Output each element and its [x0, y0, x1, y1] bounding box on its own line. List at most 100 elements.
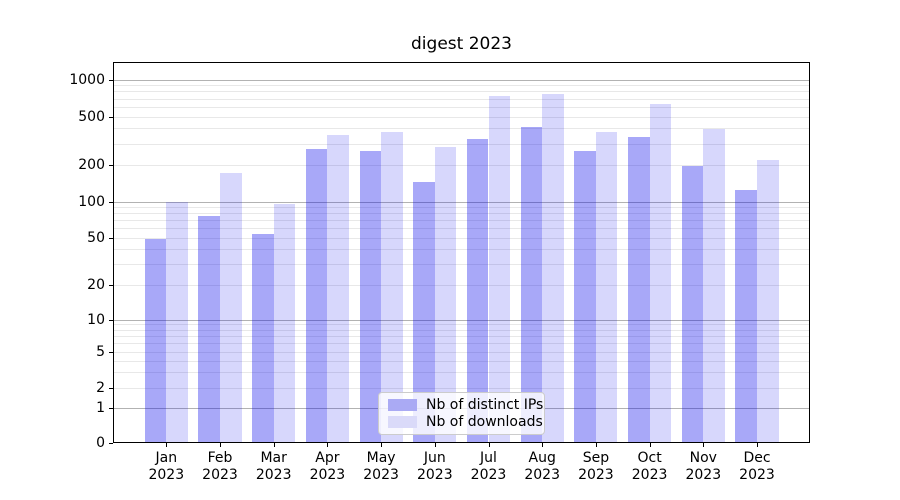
x-axis-tick: [327, 443, 329, 447]
bar-distinct-ips: [520, 127, 543, 442]
y-axis-tick-label: 100: [78, 193, 105, 210]
y-axis-tick-label: 1: [96, 400, 105, 417]
y-axis-tick-label: 20: [87, 277, 105, 293]
y-axis-tick: [109, 319, 113, 321]
x-axis-tick: [542, 443, 544, 447]
y-axis-tick: [109, 116, 113, 118]
gridline-minor: [114, 329, 809, 331]
bar-distinct-ips: [413, 182, 435, 442]
legend-label-distinct-ips: Nb of distinct IPs: [426, 397, 544, 414]
bar-downloads: [166, 202, 188, 442]
bar-downloads: [327, 135, 349, 442]
x-axis-tick-label: Jul 2023: [470, 450, 507, 483]
bar-distinct-ips: [681, 166, 704, 442]
bar-downloads: [542, 93, 564, 442]
x-axis-tick-label: Nov 2023: [685, 450, 722, 483]
y-axis-tick-label: 200: [78, 157, 105, 173]
gridline-minor: [114, 263, 809, 265]
x-axis-tick: [166, 443, 168, 447]
x-axis-tick-label: Jun 2023: [416, 450, 453, 483]
bar-distinct-ips: [466, 138, 489, 442]
gridline-minor: [114, 371, 809, 373]
gridline-minor: [114, 360, 809, 362]
y-axis-tick: [109, 237, 113, 239]
x-axis-tick-label: Dec 2023: [739, 450, 775, 483]
bar-downloads: [595, 131, 618, 442]
bar-downloads: [649, 104, 672, 442]
gridline-minor: [114, 206, 809, 208]
y-axis-tick-label: 5: [96, 343, 105, 360]
y-axis-tick: [109, 79, 113, 81]
gridline-minor: [114, 228, 809, 230]
bar-distinct-ips: [144, 238, 167, 442]
x-axis-tick: [595, 443, 597, 447]
bar-distinct-ips: [574, 151, 596, 442]
gridline-major: [114, 201, 809, 203]
x-axis-tick-label: Aug 2023: [524, 450, 560, 483]
x-axis-tick: [488, 443, 490, 447]
x-axis-tick-label: Oct 2023: [631, 450, 668, 483]
gridline-minor: [114, 388, 809, 389]
y-axis-tick-label: 1000: [69, 71, 105, 88]
bar-downloads: [273, 204, 296, 442]
bar-distinct-ips: [735, 190, 757, 442]
x-axis-tick: [381, 443, 383, 447]
x-axis-tick-label: Jan 2023: [148, 450, 185, 483]
y-axis-tick-label: 10: [87, 311, 105, 328]
gridline-minor: [114, 106, 809, 108]
y-axis-tick: [109, 165, 113, 166]
y-axis-tick: [109, 351, 113, 353]
gridline-minor: [114, 165, 809, 166]
y-axis-tick-label: 500: [78, 108, 105, 125]
bar-distinct-ips: [628, 136, 650, 442]
bar-distinct-ips: [305, 149, 328, 442]
gridline-major: [114, 319, 809, 321]
legend: Nb of distinct IPs Nb of downloads: [378, 392, 545, 435]
gridline-minor: [114, 128, 809, 130]
bar-downloads: [757, 160, 779, 442]
x-axis-tick: [273, 443, 275, 447]
y-axis-tick: [109, 388, 113, 389]
y-axis-tick: [109, 408, 113, 410]
bar-downloads: [434, 146, 457, 442]
gridline-minor: [114, 351, 809, 353]
x-axis-tick: [757, 443, 758, 447]
gridline-minor: [114, 336, 809, 338]
gridline-minor: [114, 213, 809, 215]
bar-distinct-ips: [252, 234, 274, 442]
gridline-minor: [114, 85, 809, 87]
gridline-minor: [114, 343, 809, 345]
gridline-minor: [114, 249, 809, 251]
x-axis-tick: [703, 443, 705, 447]
legend-swatch-downloads: [388, 415, 417, 428]
bar-downloads: [703, 128, 725, 442]
x-axis-tick-label: Mar 2023: [255, 450, 292, 483]
gridline-minor: [114, 237, 809, 239]
y-axis-tick-label: 50: [87, 229, 105, 246]
gridline-minor: [114, 285, 809, 286]
legend-item-distinct-ips: Nb of distinct IPs: [388, 397, 543, 413]
legend-item-downloads: Nb of downloads: [388, 414, 543, 430]
y-axis-tick-label: 2: [96, 380, 105, 396]
bar-distinct-ips: [198, 216, 220, 442]
gridline-minor: [114, 91, 809, 93]
x-axis-tick-label: May 2023: [363, 450, 399, 483]
bar-downloads: [488, 96, 511, 442]
gridline-major: [114, 79, 809, 81]
x-axis-tick-label: Sep 2023: [578, 450, 614, 483]
x-axis-tick-label: Apr 2023: [309, 450, 346, 483]
y-axis-tick-label: 0: [96, 435, 105, 451]
x-axis-tick: [220, 443, 221, 447]
y-axis-tick: [109, 443, 113, 444]
legend-label-downloads: Nb of downloads: [426, 413, 543, 430]
chart-title: digest 2023: [411, 34, 512, 54]
x-axis-tick-label: Feb 2023: [202, 450, 238, 483]
gridline-minor: [114, 143, 809, 145]
plot-area: [113, 62, 810, 443]
y-axis-tick: [109, 285, 113, 286]
y-axis-tick: [109, 201, 113, 203]
x-axis-tick: [434, 443, 436, 447]
gridline-minor: [114, 220, 809, 222]
gridline-minor: [114, 324, 809, 326]
bar-downloads: [381, 132, 403, 442]
